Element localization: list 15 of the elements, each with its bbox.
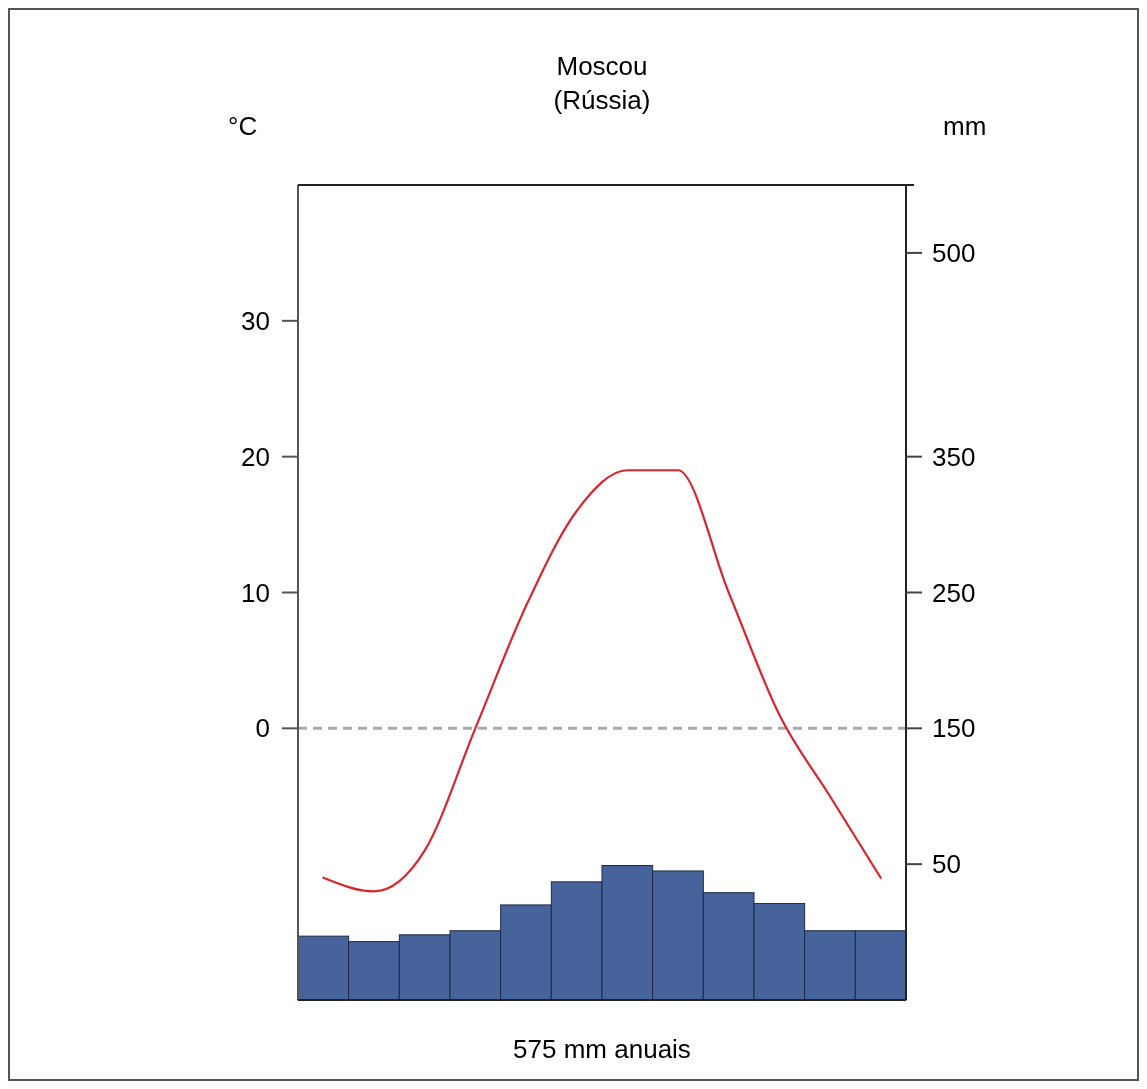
y2-tick-label: 150 [932,713,976,744]
y2-tick-label: 250 [932,577,976,608]
y-tick-label: 30 [241,305,270,336]
y2-tick-label: 500 [932,238,976,269]
chart-title: Moscou [556,51,648,81]
y-tick-label: 10 [241,577,270,608]
y-tick-label: 0 [255,713,270,744]
text: 575 mm anuais [513,1034,691,1064]
y-axis-title: °C [228,111,258,141]
y2-axis-title: mm [943,111,987,141]
line-series [322,469,882,893]
chart-subtitle: (Rússia) [553,85,651,115]
y2-tick-label: 50 [932,849,961,880]
y-tick-label: 20 [241,441,270,472]
y2-tick-label: 350 [932,441,976,472]
